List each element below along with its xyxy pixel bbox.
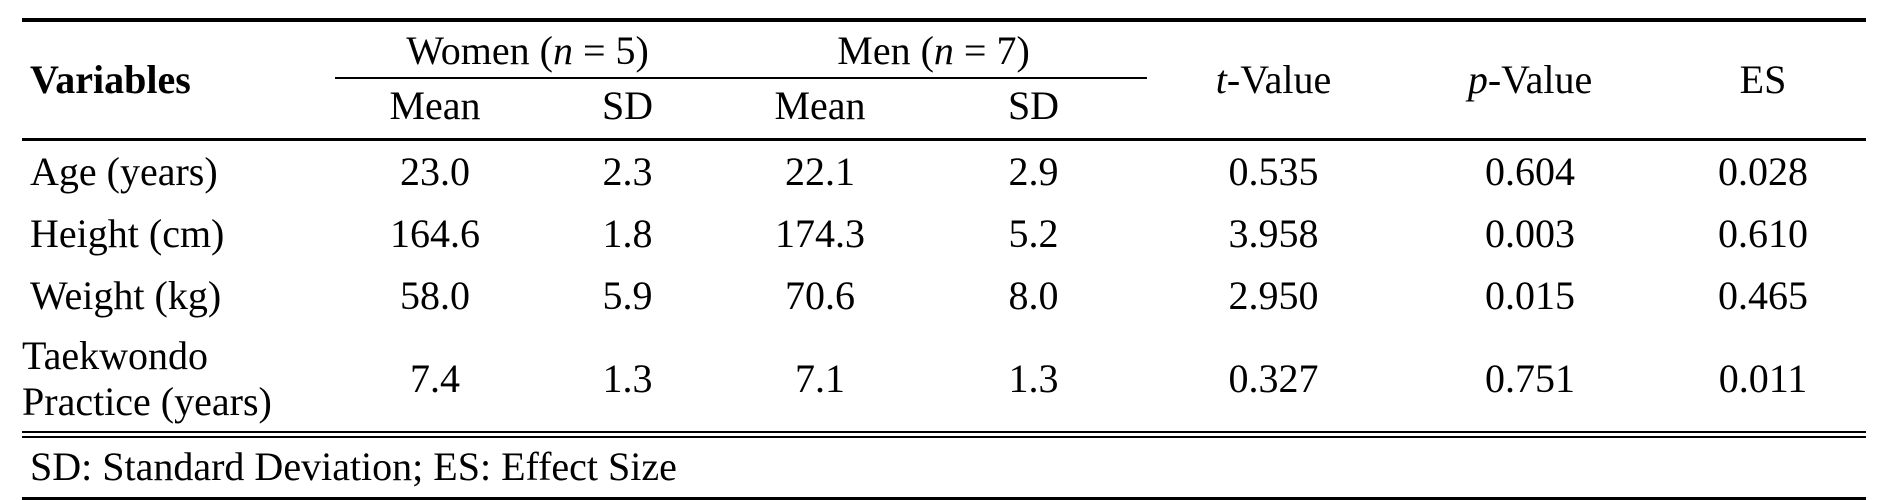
group-header-women-post: = 5) [572, 28, 649, 73]
table-body: Age (years) 23.0 2.3 22.1 2.9 0.535 0.60… [22, 140, 1866, 435]
group-header-row: Variables Women (n = 5) Men (n = 7) t-Va… [22, 20, 1867, 141]
cell-men-mean: 70.6 [785, 273, 856, 318]
table-footer: SD: Standard Deviation; ES: Effect Size [22, 431, 1867, 499]
cell-es: 0.610 [1718, 211, 1809, 256]
col-header-variables: Variables [22, 20, 335, 141]
cell-men-sd: 8.0 [1008, 273, 1059, 318]
p-symbol: p [1467, 57, 1488, 102]
cell-men-sd: 2.9 [1008, 149, 1059, 194]
cell-t-value: 0.327 [1228, 356, 1319, 401]
cell-women-sd: 5.9 [602, 273, 653, 318]
footnote-row: SD: Standard Deviation; ES: Effect Size [22, 431, 1867, 499]
group-header-men-pre: Men ( [837, 28, 934, 73]
cell-t-value: 3.958 [1228, 211, 1319, 256]
cell-women-sd: 1.8 [602, 211, 653, 256]
cell-men-sd: 5.2 [1008, 211, 1059, 256]
table-row-weight: Weight (kg) 58.0 5.9 70.6 8.0 2.950 0.01… [22, 265, 1866, 327]
cell-p-value: 0.604 [1485, 149, 1576, 194]
t-symbol: t [1215, 57, 1227, 102]
cell-es: 0.028 [1718, 149, 1809, 194]
row-variable: Height (cm) [30, 211, 225, 256]
cell-women-mean: 164.6 [390, 211, 480, 256]
col-header-es: ES [1660, 20, 1867, 141]
cell-women-sd: 1.3 [602, 356, 653, 401]
n-symbol: n [552, 28, 573, 73]
cell-es: 0.465 [1718, 273, 1809, 318]
cell-women-sd: 2.3 [602, 149, 653, 194]
col-header-t-value: t-Value [1147, 20, 1401, 141]
footnote-text: SD: Standard Deviation; ES: Effect Size [22, 431, 1867, 499]
cell-men-mean: 22.1 [785, 149, 856, 194]
cell-women-mean: 7.4 [410, 356, 460, 401]
subheader-women-mean: Mean [335, 78, 535, 141]
subheader-women-sd: SD [535, 78, 721, 141]
cell-men-sd: 1.3 [1008, 356, 1059, 401]
cell-men-mean: 7.1 [795, 356, 846, 401]
table-row-age: Age (years) 23.0 2.3 22.1 2.9 0.535 0.60… [22, 140, 1866, 204]
row-variable: Weight (kg) [30, 273, 222, 318]
cell-p-value: 0.751 [1485, 356, 1576, 401]
col-header-t-value-text: -Value [1226, 57, 1332, 102]
statistics-table: Variables Women (n = 5) Men (n = 7) t-Va… [22, 18, 1867, 500]
col-header-p-value-text: -Value [1487, 57, 1593, 102]
cell-women-mean: 58.0 [400, 273, 470, 318]
cell-women-mean: 23.0 [400, 149, 470, 194]
group-header-women: Women (n = 5) [335, 20, 721, 79]
group-header-men-post: = 7) [953, 28, 1030, 73]
table-row-taekwondo: Taekwondo Practice (years) 7.4 1.3 7.1 1… [22, 327, 1866, 435]
cell-es: 0.011 [1718, 356, 1808, 401]
subheader-men-mean: Mean [720, 78, 921, 141]
col-header-p-value: p-Value [1400, 20, 1661, 141]
row-variable: Age (years) [30, 149, 218, 194]
table-row-height: Height (cm) 164.6 1.8 174.3 5.2 3.958 0.… [22, 203, 1866, 265]
table-header: Variables Women (n = 5) Men (n = 7) t-Va… [22, 20, 1867, 141]
cell-p-value: 0.003 [1485, 211, 1576, 256]
subheader-men-sd: SD [920, 78, 1148, 141]
group-header-women-pre: Women ( [406, 28, 553, 73]
n-symbol: n [933, 28, 954, 73]
cell-t-value: 2.950 [1228, 273, 1319, 318]
cell-t-value: 0.535 [1228, 149, 1319, 194]
cell-p-value: 0.015 [1485, 273, 1576, 318]
subheader-row: Mean SD Mean SD [22, 78, 1866, 141]
row-variable: Taekwondo Practice (years) [22, 333, 272, 424]
group-header-men: Men (n = 7) [720, 20, 1148, 79]
cell-men-mean: 174.3 [775, 211, 866, 256]
